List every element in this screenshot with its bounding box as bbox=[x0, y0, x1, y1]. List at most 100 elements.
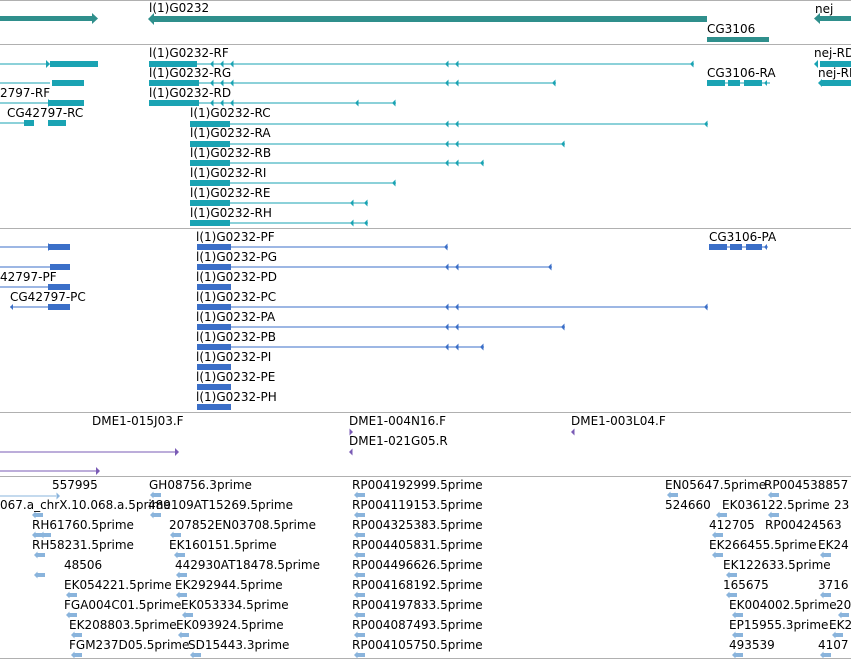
transcript-label-cg3106-ra[interactable]: CG3106-RA bbox=[707, 66, 776, 80]
est-label[interactable]: 165675 bbox=[723, 578, 769, 592]
est-label[interactable]: EK2 bbox=[829, 618, 851, 632]
est-label[interactable]: 067.a_chrX.10.068.a.5prime bbox=[0, 498, 171, 512]
clone-label-004n16[interactable]: DME1-004N16.F bbox=[349, 414, 447, 428]
protein-label-pb[interactable]: l(1)G0232-PB bbox=[196, 330, 276, 344]
transcript-label-rc[interactable]: l(1)G0232-RC bbox=[190, 106, 271, 120]
strand-arrow-left bbox=[455, 140, 459, 148]
strand-arrow-left bbox=[220, 99, 224, 107]
strand-arrow-left bbox=[455, 159, 459, 167]
est-label[interactable]: 557995 bbox=[52, 478, 98, 492]
protein-label-cg42797-pc[interactable]: CG42797-PC bbox=[10, 290, 86, 304]
gene-label-nej[interactable]: nej bbox=[815, 2, 834, 16]
strand-arrow-left bbox=[34, 571, 38, 579]
est-label[interactable]: RP004405831.5prime bbox=[352, 538, 483, 552]
transcript-label-rg[interactable]: l(1)G0232-RG bbox=[149, 66, 232, 80]
strand-arrow-left bbox=[732, 651, 736, 659]
est-label[interactable]: EK292944.5prime bbox=[175, 578, 283, 592]
est-label[interactable]: 4107 bbox=[818, 638, 849, 652]
strand-arrow-right bbox=[46, 60, 50, 68]
transcript-label-nej-rd[interactable]: nej-RD bbox=[814, 46, 851, 60]
transcript-label-cg42797-rc[interactable]: CG42797-RC bbox=[7, 106, 84, 120]
est-block bbox=[179, 573, 187, 577]
est-label[interactable]: EN05647.5prime bbox=[665, 478, 767, 492]
est-label[interactable]: EK24 bbox=[818, 538, 849, 552]
gene-bar-lg0232 bbox=[154, 16, 707, 22]
gene-label-lg0232[interactable]: l(1)G0232 bbox=[149, 1, 210, 15]
est-label[interactable]: 493539 bbox=[729, 638, 775, 652]
est-label[interactable]: 442930AT18478.5prime bbox=[175, 558, 320, 572]
est-block bbox=[35, 513, 43, 517]
est-label[interactable]: 23 bbox=[834, 498, 850, 512]
transcript-label-nej-re[interactable]: nej-RE bbox=[818, 66, 851, 80]
strand-arrow-left bbox=[32, 511, 36, 519]
est-label[interactable]: 489109AT15269.5prime bbox=[148, 498, 293, 512]
est-label[interactable]: EK208803.5prime bbox=[69, 618, 177, 632]
est-label[interactable]: EK004002.5prime bbox=[729, 598, 837, 612]
clone-label-021g05[interactable]: DME1-021G05.R bbox=[349, 434, 448, 448]
transcript-label-rh[interactable]: l(1)G0232-RH bbox=[190, 206, 272, 220]
clone-label-015j03[interactable]: DME1-015J03.F bbox=[92, 414, 184, 428]
est-label[interactable]: FGM237D05.5prime bbox=[69, 638, 190, 652]
est-label[interactable]: RP004168192.5prime bbox=[352, 578, 483, 592]
strand-arrow-left bbox=[150, 511, 154, 519]
transcript-label-re[interactable]: l(1)G0232-RE bbox=[190, 186, 271, 200]
protein-label-pa[interactable]: l(1)G0232-PA bbox=[196, 310, 276, 324]
strand-arrow-right bbox=[92, 13, 98, 24]
protein-label-cg3106-pa[interactable]: CG3106-PA bbox=[709, 230, 777, 244]
protein-label-pd[interactable]: l(1)G0232-PD bbox=[196, 270, 277, 284]
est-label[interactable]: RH58231.5prime bbox=[32, 538, 134, 552]
est-label[interactable]: 48506 bbox=[64, 558, 103, 572]
strand-arrow-left bbox=[230, 99, 234, 107]
est-block bbox=[357, 513, 365, 517]
est-label[interactable]: RP004087493.5prime bbox=[352, 618, 483, 632]
protein-label-pg[interactable]: l(1)G0232-PG bbox=[196, 250, 278, 264]
est-label[interactable]: EK053334.5prime bbox=[181, 598, 289, 612]
transcript-label-rf[interactable]: l(1)G0232-RF bbox=[149, 46, 229, 60]
est-label[interactable]: 3716 bbox=[818, 578, 849, 592]
est-label[interactable]: SD15443.3prime bbox=[188, 638, 290, 652]
strand-arrow-left bbox=[230, 79, 234, 87]
protein-label-pf[interactable]: l(1)G0232-PF bbox=[196, 230, 275, 244]
est-label[interactable]: 20 bbox=[836, 598, 851, 612]
strand-arrow-left bbox=[445, 120, 449, 128]
est-label[interactable]: EP15955.3prime bbox=[729, 618, 829, 632]
strand-arrow-left bbox=[832, 631, 836, 639]
est-label[interactable]: RP004496626.5prime bbox=[352, 558, 483, 572]
clone-label-003l04[interactable]: DME1-003L04.F bbox=[571, 414, 666, 428]
transcript-label-ri[interactable]: l(1)G0232-RI bbox=[190, 166, 267, 180]
protein-label-ph[interactable]: l(1)G0232-PH bbox=[196, 390, 277, 404]
gene-label-cg3106[interactable]: CG3106 bbox=[707, 22, 756, 36]
est-label[interactable]: RP004192999.5prime bbox=[352, 478, 483, 492]
strand-arrow-left bbox=[66, 611, 70, 619]
est-label[interactable]: RP004197833.5prime bbox=[352, 598, 483, 612]
transcript-label-cg42797-rf[interactable]: 2797-RF bbox=[0, 86, 51, 100]
est-label[interactable]: RP004325383.5prime bbox=[352, 518, 483, 532]
est-label[interactable]: 524660 bbox=[665, 498, 711, 512]
protein-label-pe[interactable]: l(1)G0232-PE bbox=[196, 370, 276, 384]
est-label[interactable]: EK036122.5prime bbox=[722, 498, 830, 512]
est-label[interactable]: RP004538857 bbox=[764, 478, 849, 492]
est-block bbox=[173, 533, 181, 537]
est-label[interactable]: RP004119153.5prime bbox=[352, 498, 483, 512]
est-label[interactable]: RH61760.5prime bbox=[32, 518, 134, 532]
protein-label-pc[interactable]: l(1)G0232-PC bbox=[196, 290, 277, 304]
strand-arrow-left bbox=[34, 551, 38, 559]
protein-label-cg42797-pf[interactable]: 42797-PF bbox=[0, 270, 57, 284]
est-label[interactable]: 412705 bbox=[709, 518, 755, 532]
est-label[interactable]: 207852EN03708.5prime bbox=[169, 518, 316, 532]
strand-arrow-left bbox=[455, 79, 459, 87]
est-label[interactable]: FGA004C01.5prime bbox=[64, 598, 182, 612]
est-label[interactable]: EK122633.5prime bbox=[723, 558, 831, 572]
est-label[interactable]: EK160151.5prime bbox=[169, 538, 277, 552]
est-label[interactable]: EK266455.5prime bbox=[709, 538, 817, 552]
transcript-label-ra[interactable]: l(1)G0232-RA bbox=[190, 126, 271, 140]
est-label[interactable]: RP00424563 bbox=[765, 518, 842, 532]
protein-label-pi[interactable]: l(1)G0232-PI bbox=[196, 350, 272, 364]
transcript-label-rd[interactable]: l(1)G0232-RD bbox=[149, 86, 232, 100]
est-label[interactable]: EK054221.5prime bbox=[64, 578, 172, 592]
est-label[interactable]: RP004105750.5prime bbox=[352, 638, 483, 652]
strand-arrow-left bbox=[354, 551, 358, 559]
est-label[interactable]: GH08756.3prime bbox=[149, 478, 252, 492]
est-label[interactable]: EK093924.5prime bbox=[176, 618, 284, 632]
transcript-label-rb[interactable]: l(1)G0232-RB bbox=[190, 146, 272, 160]
